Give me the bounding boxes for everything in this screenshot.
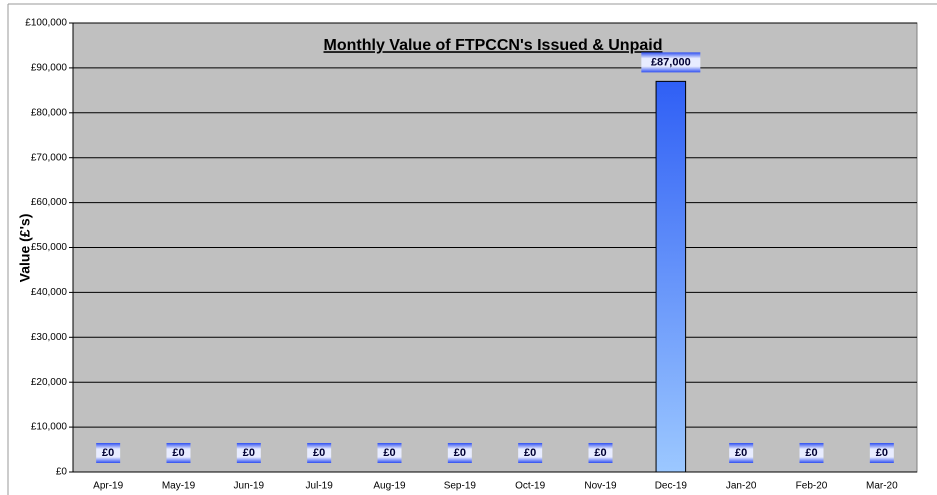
y-tick-label: £20,000 [31, 377, 68, 388]
y-tick-label: £100,000 [25, 18, 67, 29]
y-tick-label: £10,000 [31, 422, 68, 433]
data-label: £0 [454, 447, 466, 459]
x-tick-label: Sep-19 [444, 481, 477, 492]
data-label: £0 [594, 447, 606, 459]
data-label: £0 [805, 447, 817, 459]
data-label: £87,000 [651, 56, 691, 68]
x-tick-label: Apr-19 [93, 481, 123, 492]
bar [655, 80, 687, 473]
x-tick-label: Nov-19 [584, 481, 617, 492]
data-label: £0 [524, 447, 536, 459]
y-tick-label: £90,000 [31, 63, 68, 74]
y-tick-label: £40,000 [31, 287, 68, 298]
x-tick-label: May-19 [162, 481, 196, 492]
data-label: £0 [876, 447, 888, 459]
x-tick-label: Jun-19 [234, 481, 265, 492]
y-tick-label: £50,000 [31, 242, 68, 253]
data-label-box [447, 443, 472, 463]
y-tick-label: £0 [56, 467, 68, 478]
x-tick-label: Aug-19 [373, 481, 406, 492]
data-label-box [307, 443, 332, 463]
chart-title: Monthly Value of FTPCCN's Issued & Unpai… [324, 37, 663, 54]
data-label-box [641, 52, 701, 73]
data-label: £0 [735, 447, 747, 459]
data-label-box [799, 443, 824, 463]
x-tick-label: Oct-19 [515, 481, 545, 492]
x-tick-label: Dec-19 [655, 481, 688, 492]
data-label-box [588, 443, 613, 463]
y-axis-label: Value (£'s) [17, 214, 33, 283]
data-label-box [166, 443, 191, 463]
data-label-box [96, 443, 121, 463]
y-tick-label: £80,000 [31, 107, 68, 118]
data-label-box [518, 443, 543, 463]
y-tick-label: £60,000 [31, 197, 68, 208]
data-label: £0 [383, 447, 395, 459]
data-label: £0 [172, 447, 184, 459]
x-tick-label: Mar-20 [866, 481, 898, 492]
x-tick-label: Jan-20 [726, 481, 757, 492]
y-tick-label: £30,000 [31, 332, 68, 343]
data-label-box [236, 443, 261, 463]
data-label: £0 [313, 447, 325, 459]
x-tick-label: Feb-20 [796, 481, 828, 492]
data-label: £0 [243, 447, 255, 459]
data-label-box [869, 443, 894, 463]
data-label-box [729, 443, 754, 463]
y-tick-label: £70,000 [31, 152, 68, 163]
data-label-box [377, 443, 402, 463]
x-tick-label: Jul-19 [306, 481, 334, 492]
data-label: £0 [102, 447, 114, 459]
